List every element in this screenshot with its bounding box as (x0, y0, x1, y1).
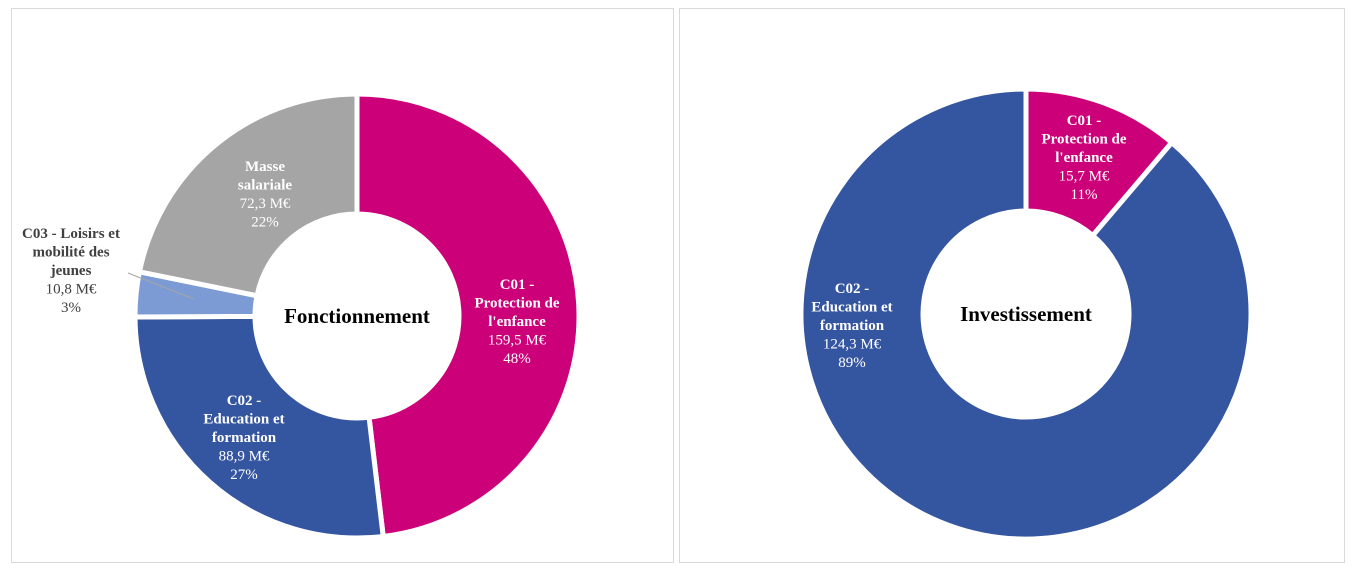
data-label-percent: 27% (230, 467, 258, 483)
data-label-category-line: C03 - Loisirs et (22, 226, 120, 242)
data-label-value: 124,3 M€ (823, 337, 882, 353)
donut-slice-fonctionnement-2 (132, 313, 387, 541)
data-label-percent: 22% (251, 215, 279, 231)
data-label-category-line: C02 - (227, 393, 262, 409)
data-label-category-line: l'enfance (1055, 150, 1113, 166)
leader-line-fonctionnement-3 (127, 272, 195, 300)
data-label-value: 72,3 M€ (240, 196, 291, 212)
data-label-category-line: C01 - (500, 277, 535, 293)
data-label-fonctionnement-2: C02 - Education et formation 88,9 M€ 27% (203, 393, 284, 483)
data-label-category-line: Education et (203, 412, 284, 428)
data-label-value: 15,7 M€ (1059, 169, 1110, 185)
data-label-category-line: Protection de (1041, 132, 1126, 148)
donut-slice-fonctionnement-1 (354, 91, 582, 540)
center-label-investissement: Investissement (960, 302, 1092, 326)
data-label-category-line: formation (212, 430, 277, 446)
donut-chart-fonctionnement: C01 -Protection de l'enfance 159,5 M€ 48%C0… (22, 91, 582, 541)
chart-panel-investissement: C01 - Protection de l'enfance 15,7 M€ 11% C02… (679, 8, 1345, 563)
data-label-category-line: C02 - (835, 281, 870, 297)
data-label-category-line: salariale (238, 178, 292, 194)
data-label-category-line: l'enfance (488, 314, 546, 330)
data-label-percent: 89% (838, 355, 866, 371)
data-label-investissement-2: C02 - Education et formation 124,3 M€ 89% (811, 281, 892, 371)
data-label-category-line: formation (820, 318, 885, 334)
data-label-value: 159,5 M€ (488, 333, 547, 349)
data-label-category-line: C01 - (1067, 113, 1102, 129)
data-label-fonctionnement-1: C01 - Protection de l'enfance 159,5 M€ 48% (474, 277, 559, 367)
data-label-investissement-1: C01 - Protection de l'enfance 15,7 M€ 11% (1041, 113, 1126, 203)
data-label-value: 10,8 M€ (46, 282, 97, 298)
chart-panel-fonctionnement: C01 -Protection de l'enfance 159,5 M€ 48% C0… (11, 8, 674, 563)
data-label-fonctionnement-4: Masse salariale 72,3 M€ 22% (238, 159, 292, 231)
data-label-category-line: jeunes (50, 263, 92, 279)
donut-slice-fonctionnement-4 (136, 91, 360, 299)
data-label-category-line: mobilité des (32, 245, 109, 261)
data-label-category-line: Masse (245, 159, 285, 175)
data-label-percent: 11% (1071, 187, 1098, 203)
donut-chart-investissement: C01 - Protection de l'enfance 15,7 M€ 11% C02… (798, 86, 1254, 542)
data-label-category-line: Protection de (474, 296, 559, 312)
center-label-fonctionnement: Fonctionnement (284, 304, 430, 328)
data-label-percent: 48% (503, 351, 531, 367)
donut-slice-investissement-2 (798, 86, 1254, 542)
data-label-percent: 3% (61, 300, 81, 316)
data-label-value: 88,9 M€ (219, 449, 270, 465)
data-label-fonctionnement-3: C03 - Loisirs et mobilité des jeunes 10,8 M… (22, 226, 120, 316)
data-label-category-line: Education et (811, 300, 892, 316)
